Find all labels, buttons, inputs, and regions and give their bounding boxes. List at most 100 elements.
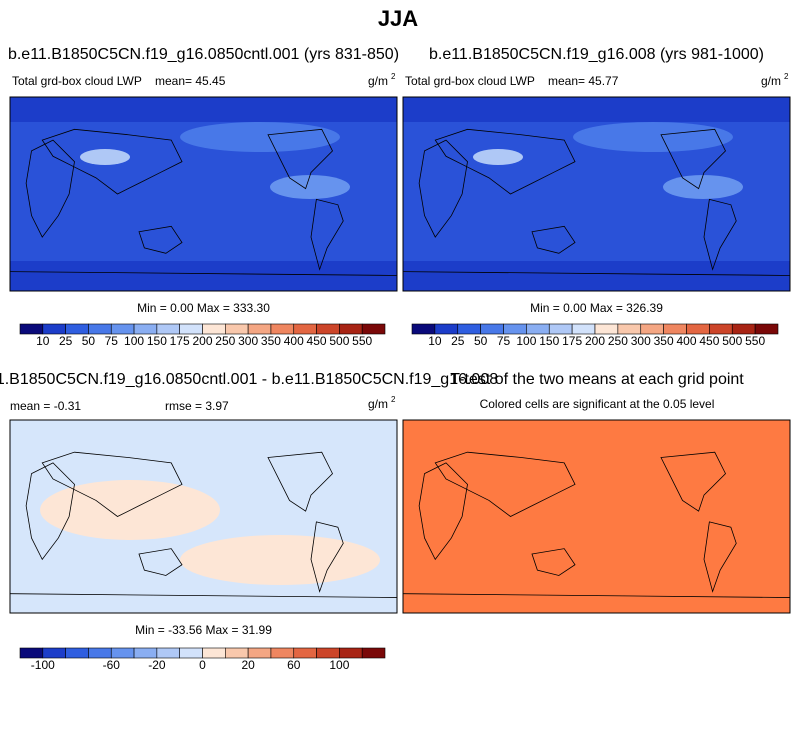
coastline (267, 451, 333, 512)
colorbar-label: 550 (745, 334, 765, 348)
colorbar-box (88, 323, 112, 335)
colorbar-box (247, 323, 272, 335)
map-field (10, 97, 397, 122)
colorbar-box (457, 323, 481, 335)
colorbar-label: 50 (474, 334, 488, 348)
colorbar-label: 75 (497, 334, 511, 348)
colorbar-box (617, 323, 642, 335)
colorbar-label: 150 (147, 334, 167, 348)
colorbar-box (156, 647, 180, 659)
colorbar-box (179, 323, 203, 335)
panel-title: b.e11.B1850C5CN.f19_g16.0850cntl.001 (yr… (8, 46, 399, 63)
colorbar-label: 300 (631, 334, 651, 348)
colorbar-box (754, 323, 779, 335)
coastline (660, 128, 726, 190)
units-superscript: 2 (391, 395, 396, 404)
colorbar-label: 150 (539, 334, 559, 348)
coastline (531, 548, 576, 576)
colorbar-box (179, 647, 203, 659)
colorbar-box (202, 323, 226, 335)
map-frame (9, 419, 398, 614)
map-field (10, 261, 397, 291)
coastline (310, 198, 344, 271)
colorbar-box (594, 323, 619, 335)
colorbar-box (133, 323, 158, 335)
colorbar-box (270, 323, 295, 335)
coastline (402, 593, 791, 598)
mean-label: mean = -0.31 (10, 399, 81, 413)
colorbar-box (316, 323, 340, 335)
coastline (418, 139, 468, 238)
mean-label: mean= 45.45 (155, 74, 226, 88)
colorbar-box (42, 647, 66, 659)
colorbar-label: 200 (585, 334, 605, 348)
colorbar-box (110, 323, 135, 335)
coastline (402, 271, 791, 276)
colorbar-box (316, 647, 340, 659)
colorbar-box (503, 323, 527, 335)
colorbar-box (133, 647, 158, 659)
colorbar-label: 200 (192, 334, 212, 348)
colorbar-label: 450 (307, 334, 327, 348)
coastline (531, 225, 576, 254)
map-frame (9, 96, 398, 292)
map-field (403, 261, 790, 291)
colorbar-label: 75 (105, 334, 119, 348)
map-field (270, 175, 350, 199)
map-panel (402, 96, 791, 292)
coastline (660, 451, 726, 512)
map-field (473, 149, 523, 165)
colorbar-label: 175 (562, 334, 582, 348)
units-label: g/m (368, 74, 388, 88)
coastline (41, 128, 183, 195)
colorbar-label: -20 (148, 658, 166, 672)
colorbar-label: 500 (329, 334, 349, 348)
colorbar-label: 10 (36, 334, 50, 348)
colorbar-box (640, 323, 664, 335)
colorbar-label: 10 (428, 334, 442, 348)
colorbar-box (411, 323, 436, 335)
units-label: g/m (368, 397, 388, 411)
colorbar-box (270, 647, 295, 659)
colorbar-box (663, 323, 687, 335)
colorbar-label: 60 (287, 658, 301, 672)
map-field (573, 122, 733, 152)
colorbar-box (225, 323, 249, 335)
map-frame (402, 96, 791, 292)
map-field (80, 149, 130, 165)
coastline (703, 198, 737, 271)
coastline (9, 593, 398, 598)
colorbar-box (686, 323, 710, 335)
colorbar-box (339, 647, 363, 659)
colorbar-box (339, 323, 363, 335)
rmse-label: rmse = 3.97 (165, 399, 229, 413)
colorbar-label: 350 (261, 334, 281, 348)
panel-subtitle: Total grd-box cloud LWP (12, 74, 142, 88)
colorbar-label: 100 (124, 334, 144, 348)
colorbar-label: -60 (103, 658, 121, 672)
colorbar-box (110, 647, 135, 659)
colorbar-box (548, 323, 573, 335)
coastline (138, 548, 183, 576)
coastline (434, 128, 576, 195)
map-panel (402, 419, 791, 614)
colorbar-box (65, 323, 89, 335)
colorbar-box (571, 323, 596, 335)
panel-title: b.e11.B1850C5CN.f19_g16.0850cntl.001 - b… (0, 371, 498, 388)
colorbar-label: 400 (284, 334, 304, 348)
coastline (25, 462, 75, 561)
colorbar-label: 175 (170, 334, 190, 348)
colorbar-box (293, 323, 317, 335)
map-field (663, 175, 743, 199)
colorbar-label: -100 (31, 658, 55, 672)
coastline (138, 225, 183, 254)
colorbar-label: 400 (676, 334, 696, 348)
map-background (403, 420, 790, 613)
colorbar-label: 250 (215, 334, 235, 348)
colorbar-label: 50 (82, 334, 96, 348)
map-panel (9, 96, 398, 292)
map-field (180, 535, 380, 585)
colorbar-label: 0 (199, 658, 206, 672)
